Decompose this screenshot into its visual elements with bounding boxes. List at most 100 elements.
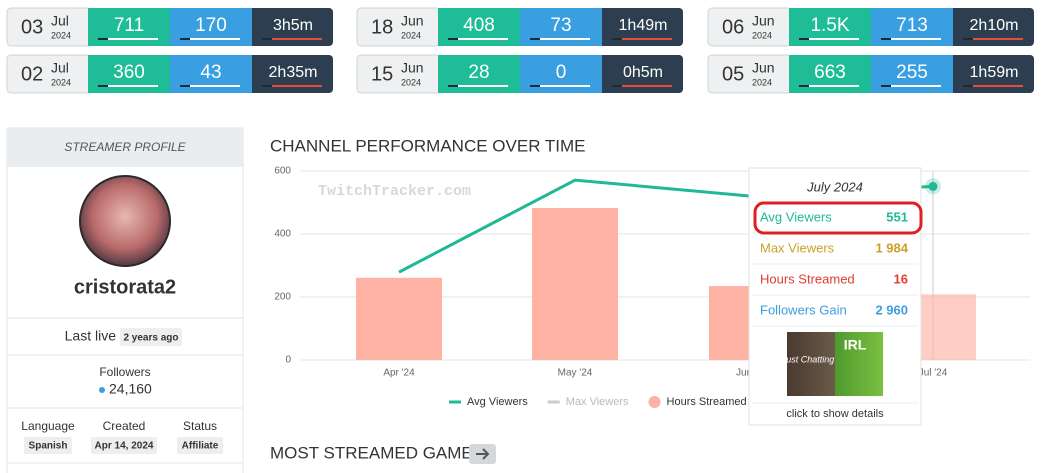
- duration-box-fill: [602, 8, 612, 46]
- followers: 0: [556, 62, 567, 83]
- tooltip-value: 551: [886, 209, 908, 224]
- duration-box-fill: [953, 55, 963, 93]
- profile-header-text: STREAMER PROFILE: [64, 140, 186, 154]
- followers: 713: [896, 15, 928, 36]
- date-box: [6, 54, 92, 94]
- legend-swatch: [648, 396, 661, 408]
- duration-box: [602, 8, 683, 46]
- chart-title: CHANNEL PERFORMANCE OVER TIME: [270, 136, 586, 155]
- status-label: Status: [183, 419, 217, 433]
- year: 2024: [401, 77, 421, 87]
- duration-box-fill: [252, 55, 262, 93]
- duration-box: [953, 55, 1034, 93]
- year: 2024: [752, 30, 772, 40]
- tooltip-value: 2 960: [875, 302, 908, 317]
- date-box: [6, 7, 92, 47]
- followers-dot: [99, 387, 105, 393]
- day: 02: [21, 63, 43, 85]
- day: 05: [722, 63, 744, 85]
- streamer-name: cristorata2: [74, 276, 176, 298]
- viewers: 408: [463, 15, 495, 36]
- duration: 1h49m: [619, 17, 668, 34]
- y-tick-label: 0: [285, 355, 291, 366]
- y-tick-label: 200: [274, 292, 291, 303]
- language-label: Language: [21, 419, 75, 433]
- viewers: 28: [468, 62, 489, 83]
- badge: [24, 437, 72, 454]
- duration: 2h10m: [970, 17, 1019, 34]
- duration-box-fill: [953, 8, 963, 46]
- x-tick-label: Apr '24: [383, 368, 415, 379]
- duration: 2h35m: [269, 64, 318, 81]
- legend-label: Max Viewers: [566, 396, 629, 408]
- tooltip-label: Followers Gain: [760, 302, 847, 317]
- tooltip-value: 1 984: [875, 240, 908, 255]
- stream-card: [356, 7, 683, 47]
- stream-card: [6, 7, 333, 47]
- day: 15: [371, 63, 393, 85]
- viewers: 663: [814, 62, 846, 83]
- tooltip-label: Max Viewers: [760, 240, 835, 255]
- viewers: 1.5K: [810, 15, 849, 36]
- y-tick-label: 400: [274, 229, 291, 240]
- duration: 0h5m: [623, 64, 663, 81]
- duration-box: [953, 8, 1034, 46]
- bar: [356, 277, 442, 360]
- legend-item: Max Viewers: [547, 396, 629, 408]
- viewers: 360: [113, 62, 145, 83]
- date-box: [707, 54, 793, 94]
- x-tick-label: May '24: [558, 368, 593, 379]
- year: 2024: [752, 77, 772, 87]
- arrow-icon: [476, 448, 490, 460]
- y-tick-label: 600: [274, 166, 291, 177]
- month: Jun: [401, 13, 424, 29]
- last-live-label: Last live: [65, 328, 117, 344]
- day: 03: [21, 16, 43, 38]
- month: Jun: [401, 60, 424, 76]
- highlight-outline: [753, 201, 923, 235]
- legend-label: Hours Streamed: [667, 396, 747, 408]
- created: Apr 14, 2024: [95, 441, 154, 452]
- stream-card: [707, 54, 1034, 94]
- duration: 1h59m: [970, 64, 1019, 81]
- duration-box: [602, 55, 683, 93]
- legend-item: Avg Viewers: [449, 396, 528, 408]
- created-label: Created: [103, 419, 146, 433]
- tooltip-value: 16: [894, 271, 908, 286]
- followers-label: Followers: [99, 365, 150, 379]
- bar: [532, 207, 618, 360]
- duration: 3h5m: [273, 17, 313, 34]
- x-tick-label: Jul '24: [919, 368, 948, 379]
- games-title: MOST STREAMED GAMES: [270, 443, 484, 462]
- tooltip-label: Avg Viewers: [760, 209, 832, 224]
- followers: 255: [896, 62, 928, 83]
- date-box: [356, 54, 442, 94]
- status: Affiliate: [182, 441, 219, 452]
- month: Jul: [51, 60, 69, 76]
- tooltip-label: Hours Streamed: [760, 271, 855, 286]
- duration-box-fill: [252, 8, 262, 46]
- month: Jun: [752, 60, 775, 76]
- stream-card: [6, 54, 333, 94]
- viewers: 711: [114, 15, 144, 36]
- tooltip-title: July 2024: [806, 179, 863, 194]
- followers-count: 24,160: [109, 381, 152, 397]
- badge: [177, 437, 223, 454]
- badge: [91, 437, 157, 454]
- duration-box: [252, 8, 333, 46]
- day: 06: [722, 16, 744, 38]
- tooltip-hint: click to show details: [786, 408, 884, 420]
- language: Spanish: [29, 441, 68, 452]
- legend-item: Hours Streamed: [648, 396, 747, 408]
- stream-card: [707, 7, 1034, 47]
- month: Jun: [752, 13, 775, 29]
- last-live: 2 years ago: [123, 333, 178, 344]
- duration-box: [252, 55, 333, 93]
- year: 2024: [51, 77, 71, 87]
- game-thumbnail: [787, 332, 883, 396]
- avatar: [79, 175, 171, 267]
- day: 18: [371, 16, 393, 38]
- badge: [120, 328, 182, 346]
